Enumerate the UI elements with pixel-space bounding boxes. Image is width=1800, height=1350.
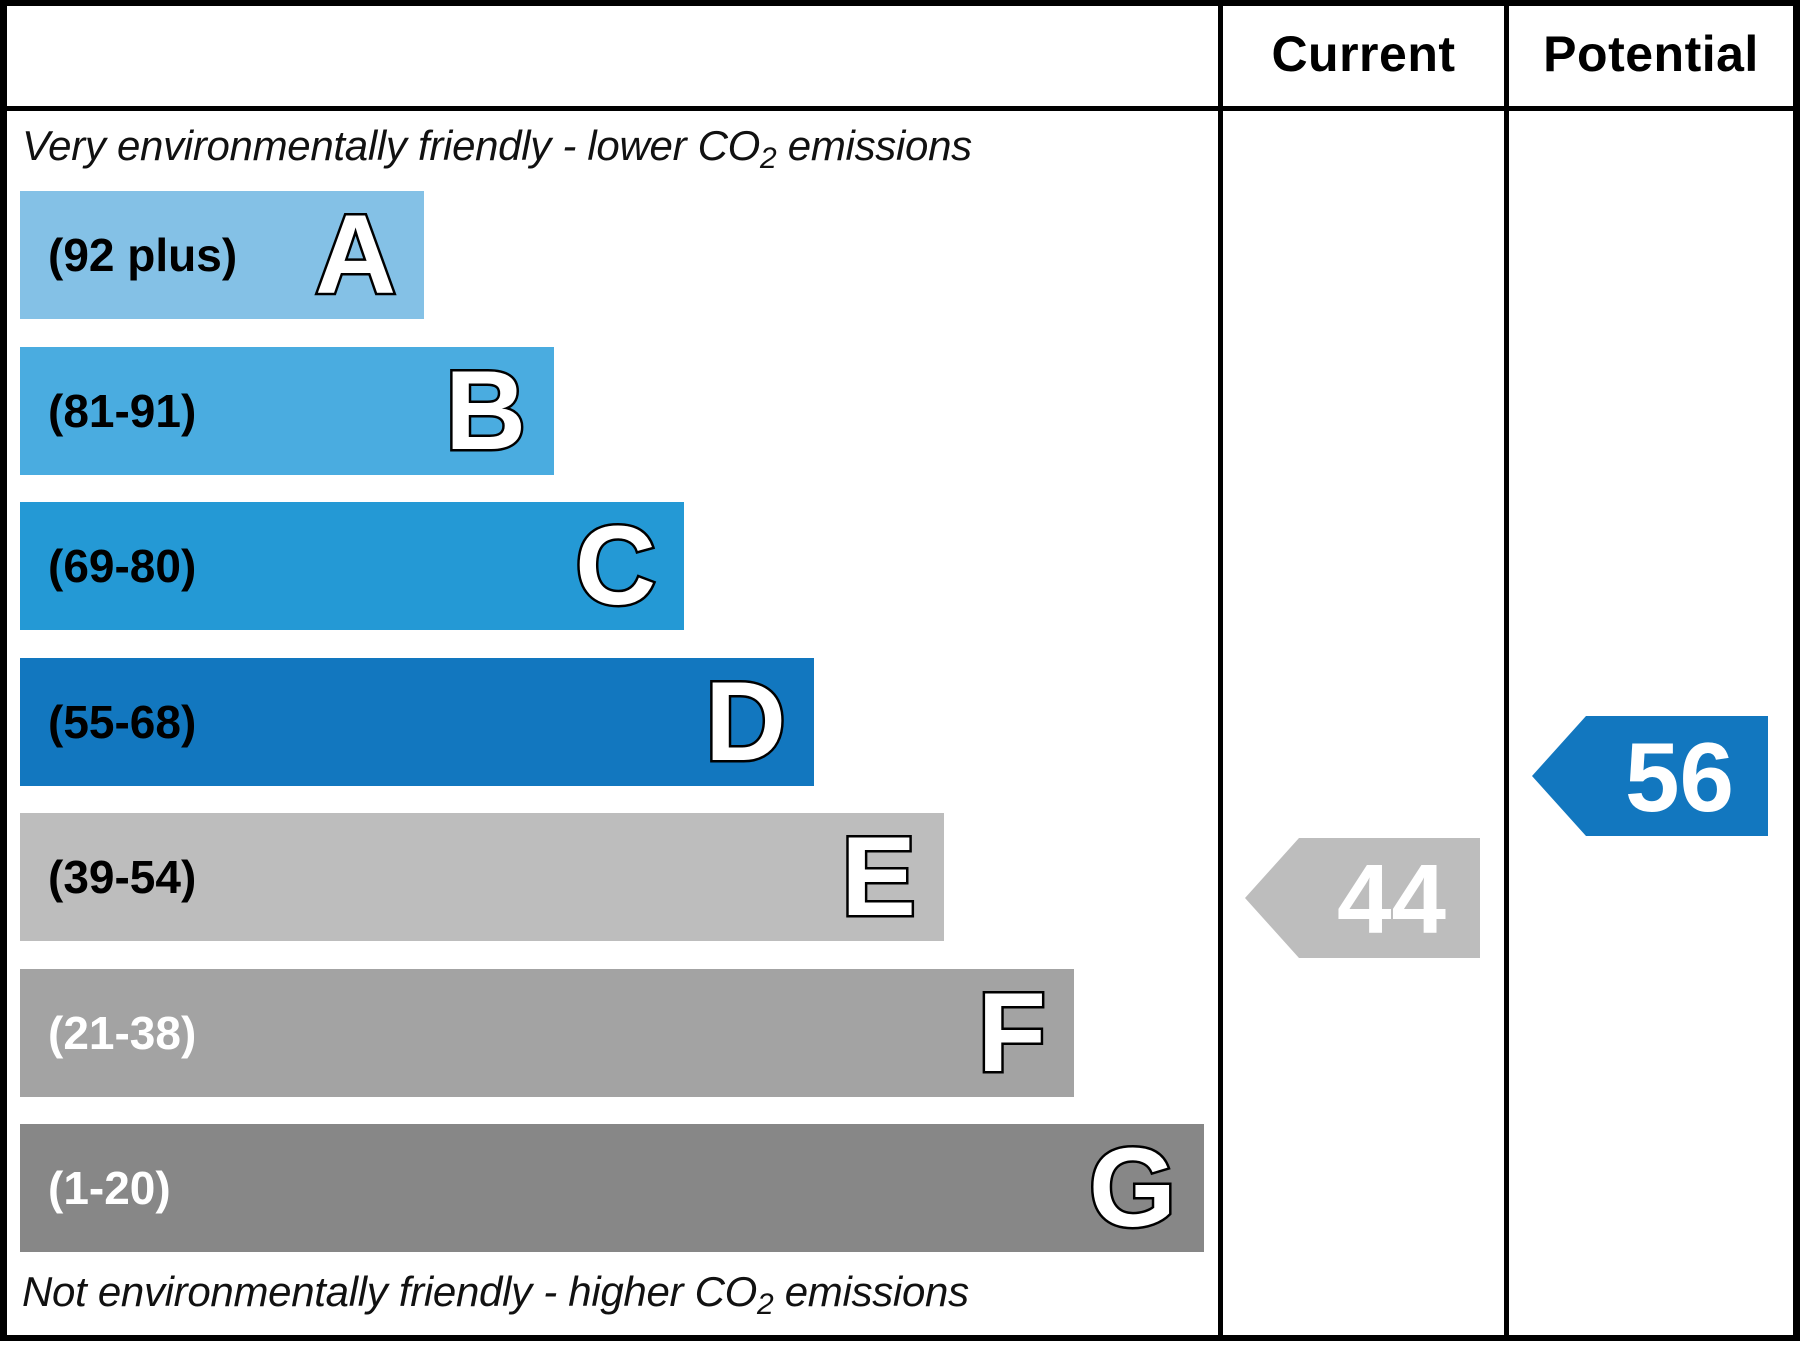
- current-column-header: Current: [1271, 26, 1456, 82]
- top-caption-text: Very environmentally friendly - lower CO: [22, 122, 761, 169]
- bottom-caption: Not environmentally friendly - higher CO…: [22, 1268, 969, 1320]
- band-d-letter: D: [703, 657, 789, 787]
- bottom-border: [0, 1335, 1800, 1341]
- left-border: [0, 0, 7, 1341]
- potential-rating-marker-arrow-shape: [1532, 716, 1768, 836]
- band-c-letter: C: [573, 501, 659, 631]
- potential-column-header: Potential: [1543, 26, 1759, 82]
- band-g-range: (1-20): [48, 1162, 171, 1214]
- current-rating-marker-arrow: [1245, 838, 1480, 958]
- current-rating-marker-value: 44: [1336, 844, 1446, 954]
- band-e-letter: E: [839, 812, 919, 942]
- bottom-caption-subscript: 2: [756, 1288, 774, 1321]
- top-caption: Very environmentally friendly - lower CO…: [22, 122, 972, 174]
- band-a: (92 plus) A: [20, 190, 424, 320]
- band-f-range: (21-38): [48, 1007, 197, 1059]
- potential-column-divider: [1504, 0, 1509, 1341]
- right-border: [1793, 0, 1800, 1341]
- band-c: (69-80) C: [20, 501, 684, 631]
- band-a-letter: A: [313, 190, 399, 320]
- top-caption-subscript: 2: [760, 142, 777, 175]
- header-divider: [0, 106, 1800, 111]
- potential-rating-marker-arrow: [1532, 716, 1768, 836]
- band-b: (81-91) B: [20, 346, 554, 476]
- band-d: (55-68) D: [20, 657, 814, 787]
- band-c-range: (69-80): [48, 540, 197, 592]
- band-a-range: (92 plus): [48, 229, 238, 281]
- top-border: [0, 0, 1800, 6]
- band-b-range: (81-91): [48, 385, 197, 437]
- band-d-range: (55-68): [48, 696, 197, 748]
- band-f: (21-38) F: [20, 968, 1074, 1098]
- current-column-divider: [1218, 0, 1223, 1341]
- top-caption-suffix: emissions: [776, 122, 972, 169]
- bottom-caption-suffix: emissions: [773, 1268, 969, 1315]
- band-b-letter: B: [443, 346, 529, 476]
- bottom-caption-text: Not environmentally friendly - higher CO: [22, 1268, 757, 1315]
- potential-rating-marker: 56: [1532, 716, 1768, 836]
- band-f-letter: F: [975, 968, 1048, 1098]
- band-g: (1-20) G: [20, 1123, 1204, 1253]
- band-e: (39-54) E: [20, 812, 944, 942]
- current-rating-marker-arrow-shape: [1245, 838, 1480, 958]
- band-g-letter: G: [1086, 1123, 1178, 1253]
- band-e-range: (39-54): [48, 851, 197, 903]
- potential-rating-marker-value: 56: [1624, 722, 1734, 832]
- current-rating-marker: 44: [1245, 838, 1480, 958]
